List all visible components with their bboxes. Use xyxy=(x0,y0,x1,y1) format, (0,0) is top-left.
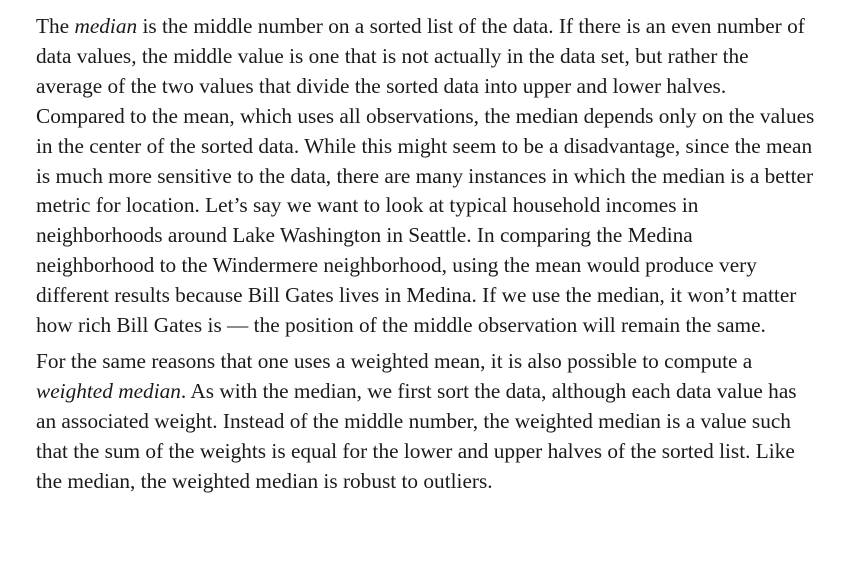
term-weighted-median: weighted median xyxy=(36,378,181,403)
paragraph-text: The xyxy=(36,14,75,38)
paragraph-text: is the middle number on a sorted list of… xyxy=(36,14,815,338)
paragraph-text: . As with the median, we first sort the … xyxy=(36,378,797,493)
paragraph-text: For the same reasons that one uses a wei… xyxy=(36,348,753,373)
term-median: median xyxy=(74,14,138,38)
paragraph-median-definition: The median is the middle number on a sor… xyxy=(36,12,816,341)
paragraph-weighted-median: For the same reasons that one uses a wei… xyxy=(36,347,816,497)
document-body: The median is the middle number on a sor… xyxy=(36,12,816,497)
